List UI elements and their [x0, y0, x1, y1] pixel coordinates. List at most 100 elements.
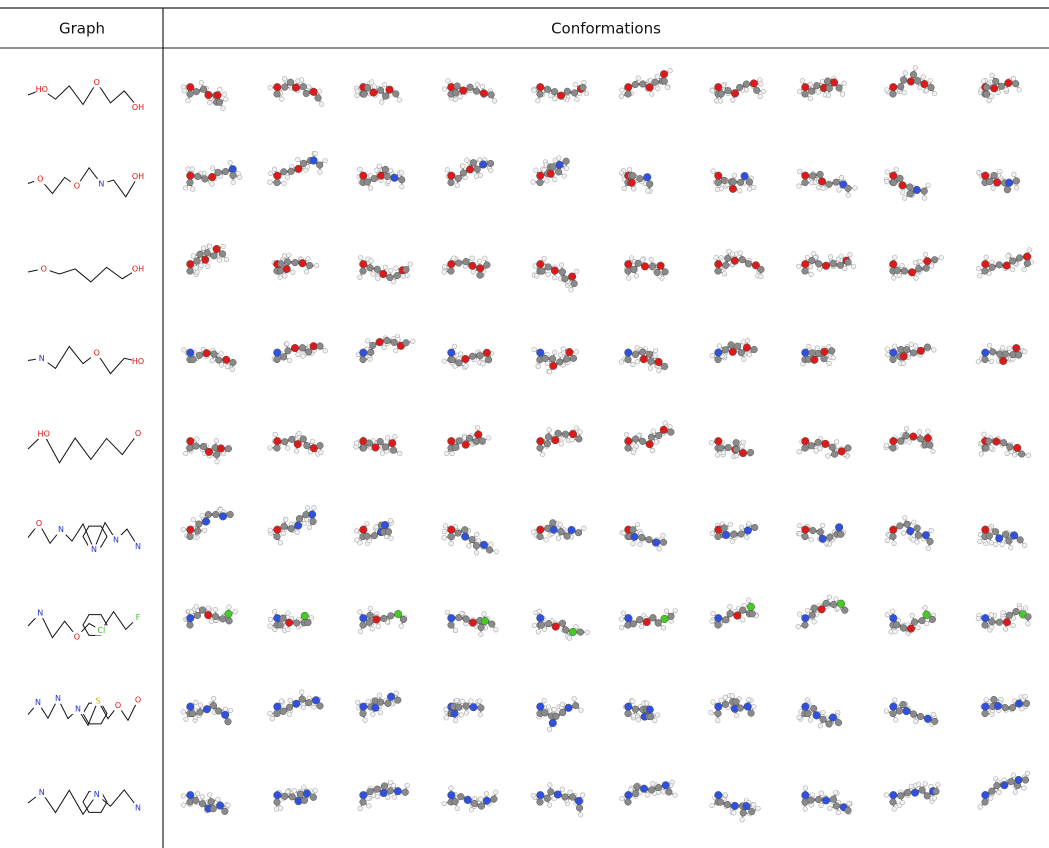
atom	[556, 359, 563, 366]
hydrogen	[715, 718, 720, 723]
atom	[382, 444, 389, 451]
hydrogen	[585, 630, 590, 635]
hydrogen	[800, 78, 805, 83]
atom	[547, 170, 555, 178]
hydrogen	[1004, 87, 1009, 92]
atom	[215, 169, 222, 176]
hydrogen	[922, 196, 927, 201]
atom	[990, 85, 998, 93]
atom	[903, 432, 910, 439]
atom	[1004, 186, 1011, 193]
atom	[484, 262, 491, 269]
hydrogen	[1022, 543, 1027, 548]
hydrogen	[494, 790, 499, 795]
hydrogen	[366, 699, 371, 704]
hydrogen	[909, 784, 914, 789]
hydrogen	[484, 791, 489, 796]
atom	[374, 786, 381, 793]
atom	[284, 259, 291, 266]
atom	[889, 83, 897, 91]
atom	[403, 266, 410, 273]
atom	[366, 440, 373, 447]
hydrogen	[206, 606, 211, 611]
hydrogen	[1001, 610, 1006, 615]
hydrogen	[207, 101, 212, 106]
atom	[743, 802, 751, 810]
hydrogen	[661, 625, 666, 630]
atom	[189, 710, 196, 717]
atom	[628, 179, 636, 187]
hydrogen	[458, 352, 463, 357]
atom	[802, 799, 809, 806]
hydrogen	[564, 166, 569, 171]
atom	[830, 260, 837, 267]
atom	[565, 704, 573, 712]
atom	[996, 619, 1003, 626]
atom	[376, 338, 384, 346]
atom	[815, 261, 822, 268]
atom	[451, 710, 459, 718]
atom	[898, 438, 905, 445]
atom	[568, 526, 576, 534]
hydrogen	[268, 180, 273, 185]
hydrogen	[827, 361, 832, 366]
atom	[469, 619, 477, 627]
atom	[714, 260, 722, 268]
hydrogen	[475, 82, 480, 87]
atom	[900, 625, 907, 632]
hydrogen	[723, 793, 728, 798]
hydrogen	[467, 544, 472, 549]
hydrogen	[572, 696, 577, 701]
hydrogen	[215, 459, 220, 464]
hydrogen	[710, 531, 715, 536]
atom	[448, 268, 455, 275]
atom	[624, 437, 632, 445]
hydrogen	[450, 451, 455, 456]
atom	[360, 614, 368, 622]
atom	[316, 162, 323, 169]
atom	[370, 342, 377, 349]
atom	[297, 791, 304, 798]
hydrogen	[991, 186, 996, 191]
atom	[818, 606, 826, 614]
atom	[646, 440, 654, 448]
atom	[748, 710, 755, 717]
hydrogen	[210, 358, 215, 363]
hydrogen	[411, 339, 416, 344]
hydrogen	[318, 170, 323, 175]
atom	[274, 179, 281, 186]
hydrogen	[884, 443, 889, 448]
atom	[470, 703, 478, 711]
atom	[655, 620, 662, 627]
atom	[360, 799, 367, 806]
atom	[216, 99, 223, 106]
atom	[889, 260, 897, 268]
atom	[738, 531, 745, 538]
atom-label: N	[135, 542, 141, 551]
hydrogen	[1017, 88, 1022, 93]
atom	[889, 172, 897, 180]
atom-label: HO	[132, 357, 144, 366]
atom	[897, 523, 904, 530]
atom	[364, 179, 371, 186]
atom	[910, 71, 917, 78]
atom-label: O	[74, 632, 80, 641]
atom	[927, 442, 934, 449]
atom	[204, 249, 211, 256]
hydrogen	[474, 550, 479, 555]
atom	[274, 703, 282, 711]
hydrogen	[821, 186, 826, 191]
atom	[385, 700, 392, 707]
atom	[833, 803, 840, 810]
atom	[190, 356, 197, 363]
atom	[890, 703, 898, 711]
hydrogen	[923, 782, 928, 787]
hydrogen	[287, 712, 292, 717]
hydrogen	[809, 272, 814, 277]
atom	[809, 173, 816, 180]
atom	[211, 252, 218, 259]
atom	[186, 83, 194, 91]
hydrogen	[631, 699, 636, 704]
atom	[384, 337, 391, 344]
atom	[647, 713, 654, 720]
